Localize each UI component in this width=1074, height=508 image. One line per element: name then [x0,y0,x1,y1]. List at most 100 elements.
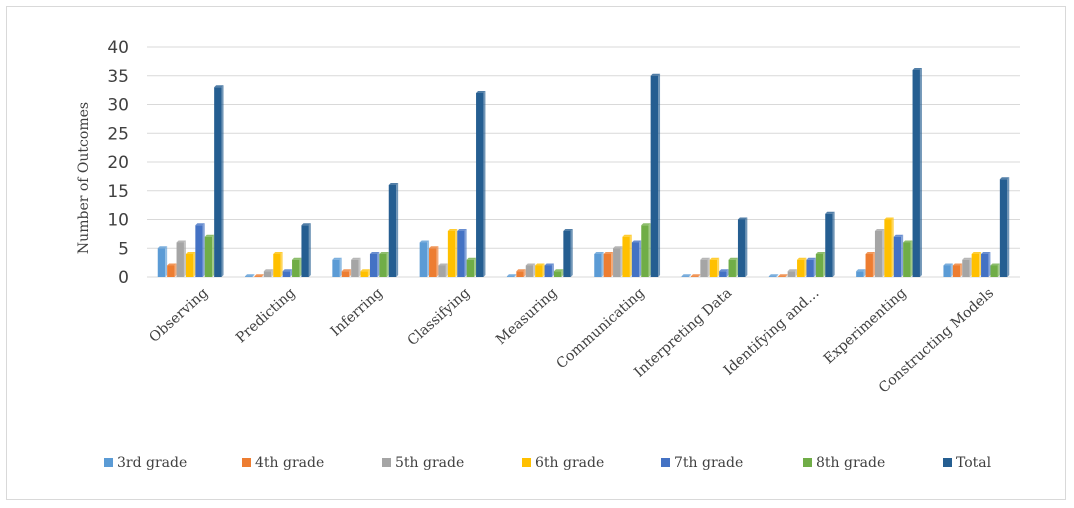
bar-front [943,265,951,277]
bar-side [832,211,835,277]
bar-front [893,236,902,277]
bar-3rd-grade [681,274,691,277]
bar-side [349,269,352,277]
bar-side [455,229,458,277]
bar-side [997,263,1000,277]
bar-side [533,263,536,277]
bar-4th-grade [690,274,701,277]
bar-front [214,87,222,277]
bar-7th-grade [282,269,293,277]
bar-side [726,269,729,277]
legend-item: 5th grade [382,455,464,471]
bar-total [388,183,399,277]
bar-6th-grade [360,269,370,277]
bar-front [903,242,911,277]
y-tick-label: 35 [107,67,129,87]
bar-total [912,68,922,277]
bar-top [971,252,982,254]
bar-top [204,234,215,237]
bar-5th-grade [351,257,361,277]
bar-5th-grade [176,240,186,277]
bar-4th-grade [865,252,875,277]
category-label: Classifying [405,285,474,349]
bar-front [282,271,291,277]
bar-top [825,211,835,214]
bar-top [768,274,779,277]
legend-label: 7th grade [674,455,743,471]
bar-top [815,252,826,254]
bar-front [544,265,552,277]
legend-item: 8th grade [803,455,885,471]
bar-front [912,70,920,277]
bar-front [332,259,340,277]
bar-side [688,274,691,277]
bar-side [823,252,826,277]
bar-front [157,248,166,277]
legend-label: Total [956,455,992,471]
bar-front [254,276,262,277]
bar-4th-grade [429,246,439,277]
bar-front [865,254,873,277]
y-tick-label: 30 [107,96,129,116]
bar-front [516,271,524,277]
bar-side [776,274,779,277]
bar-side [988,252,991,277]
bar-front [999,179,1008,277]
bar-side [561,269,564,277]
bar-side [436,246,439,277]
bar-top [388,183,399,185]
bar-front [379,254,387,277]
bar-front [778,276,786,277]
bar-front [884,219,892,277]
bar-front [419,242,428,277]
bar-top [709,257,720,260]
bar-3rd-grade [768,274,779,277]
legend-swatch [661,458,670,467]
bar-front [563,231,571,277]
bar-front [700,259,708,277]
bar-side [280,252,283,277]
bar-side [261,274,264,277]
bar-side [698,274,701,277]
bar-side [396,183,399,277]
bar-side [445,263,448,277]
bar-7th-grade [457,229,467,277]
bar-front [641,225,649,277]
bar-top [245,274,255,277]
bar-side [658,73,661,277]
bar-side [745,217,748,277]
bar-5th-grade [263,269,274,277]
bar-8th-grade [379,252,389,277]
bar-side [474,257,477,277]
category-label: Observing [146,285,211,346]
y-tick-label: 25 [107,124,129,144]
legend-swatch [522,458,531,467]
bar-3rd-grade [856,269,866,277]
bar-total [825,211,835,277]
bar-side [551,263,554,277]
bar-5th-grade [787,269,798,277]
bar-front [797,259,805,277]
bar-top [962,257,972,260]
bar-top [553,269,564,272]
bar-front [971,254,980,277]
bar-front [737,219,746,277]
bar-5th-grade [874,229,885,277]
bar-7th-grade [544,263,554,277]
legend-item: 7th grade [661,455,743,471]
bar-side [717,257,720,277]
bar-side [570,229,573,277]
bar-front [768,276,777,277]
bar-5th-grade [700,257,710,277]
bar-front [535,265,543,277]
bar-5th-grade [525,263,536,277]
bar-side [299,257,302,277]
bar-side [785,274,788,277]
category-labels: Observing Predicting Inferring Classifying M… [146,285,997,396]
bar-side [601,252,604,277]
bar-8th-grade [990,263,1000,277]
bar-side [339,257,342,277]
bar-top [787,269,798,272]
bar-6th-grade [185,252,196,277]
bar-side [1007,177,1010,277]
